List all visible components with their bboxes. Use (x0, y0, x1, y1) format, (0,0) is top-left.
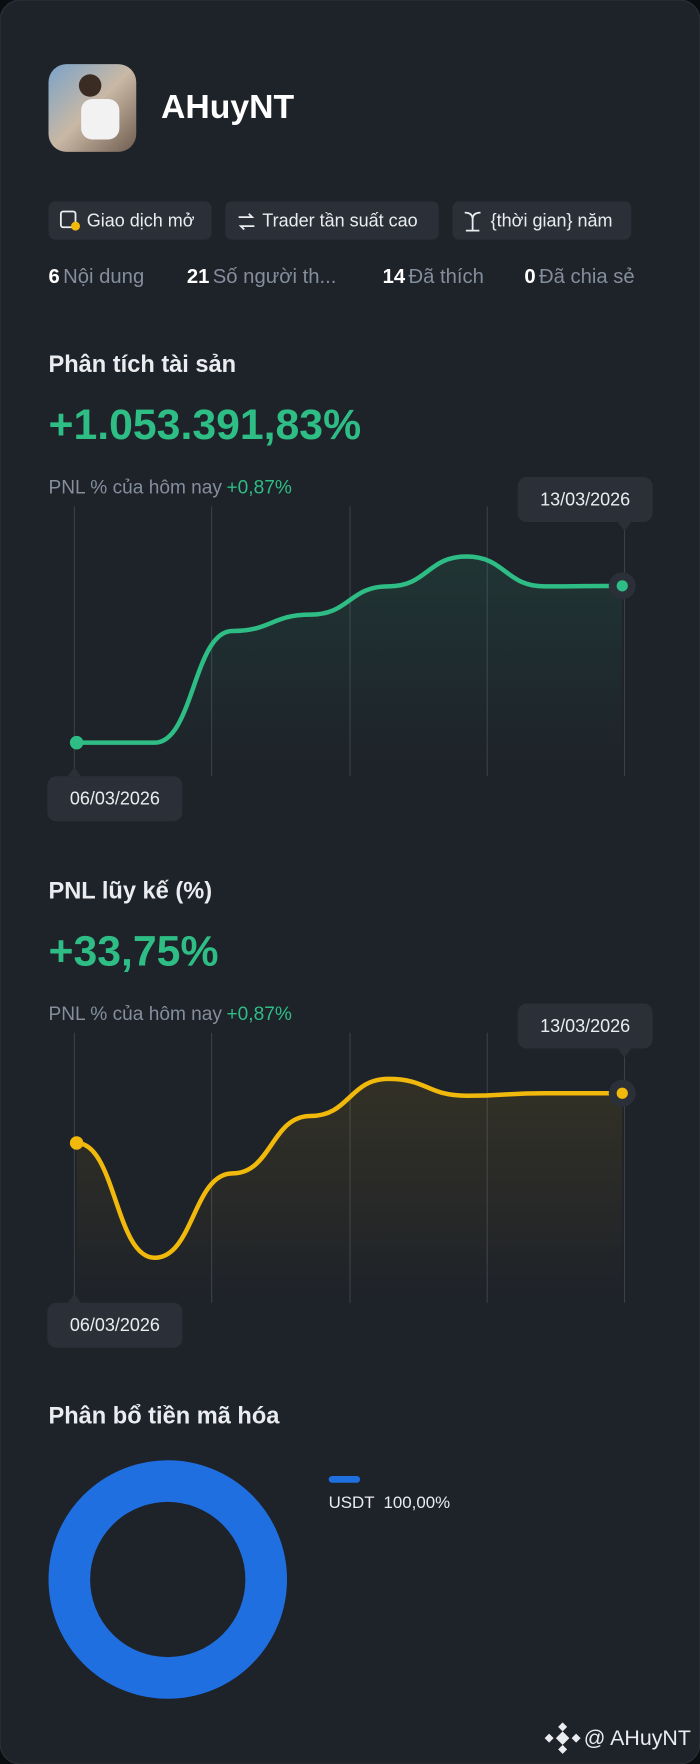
tag (48, 201, 212, 240)
stat-value: 6 (49, 266, 60, 288)
tag-label: Trader tần suất cao (262, 210, 417, 230)
stat-value: 14 (383, 266, 406, 288)
tag-label: {thời gian} năm (491, 210, 613, 230)
avatar-detail (78, 74, 102, 97)
stat-label: Đã thích (409, 266, 484, 288)
tag-label: Giao dịch mở (87, 210, 195, 230)
legend-label: USDT (329, 1494, 375, 1513)
tag-icon (464, 211, 481, 232)
line (74, 1076, 625, 1261)
subtitle: PNL % của hôm nay +0,87% (49, 477, 292, 498)
tooltip-pointer (617, 1048, 632, 1058)
stat: 21 Số người th... (187, 266, 337, 288)
subtitle-label: PNL % của hôm nay (49, 1004, 223, 1025)
footer: @ AHuyNT (584, 1726, 691, 1750)
tooltip-bg (517, 1003, 653, 1049)
section-title: Phân bổ tiền mã hóa (49, 1404, 281, 1430)
start-point (69, 1136, 84, 1150)
line (74, 554, 625, 745)
tag (225, 201, 439, 240)
subtitle-value: +0,87% (227, 1004, 292, 1025)
stat-value: 0 (524, 266, 535, 288)
stat: 14 Đã thích (383, 266, 484, 288)
start-point (69, 735, 84, 750)
charts: Phân tích tài sản +1.053.391,83% PNL % của… (47, 352, 653, 1699)
username: AHuyNT (161, 88, 295, 126)
tooltip-date: 06/03/2026 (70, 789, 160, 809)
tooltip-pointer (617, 522, 632, 531)
tooltip-pointer (67, 1293, 82, 1303)
section-title: PNL lũy kế (%) (49, 878, 213, 904)
subtitle-value: +0,87% (227, 477, 292, 498)
section-title: Phân tích tài sản (49, 352, 237, 378)
legend-entry: USDT 100,00% (329, 1494, 450, 1513)
subtitle-label: PNL % của hôm nay (49, 477, 223, 498)
stats: 6 Nội dung 21 Số người th... 14 Đã thích 0 Đã c… (49, 266, 635, 288)
tooltip-date: 13/03/2026 (540, 489, 630, 509)
legend-value: 100,00% (384, 1494, 451, 1513)
tooltip-date: 13/03/2026 (540, 1016, 630, 1036)
logo (544, 1722, 581, 1754)
area-fill (76, 1078, 623, 1303)
stat: 6 Nội dung (49, 266, 145, 288)
end-point (616, 1087, 628, 1099)
headline: +1.053.391,83% (49, 401, 362, 449)
tooltip-bg (47, 776, 183, 822)
legend-swatch (328, 1476, 361, 1483)
stat-value: 21 (187, 266, 210, 288)
stat-label: Số người th... (213, 266, 337, 288)
tooltip-pointer (67, 767, 82, 777)
end-point (616, 580, 628, 592)
tag (452, 201, 632, 240)
tooltip-bg (517, 477, 653, 522)
stat-label: Đã chia sẻ (539, 266, 635, 288)
subtitle: PNL % của hôm nay +0,87% (49, 1004, 292, 1025)
tooltip-bg (47, 1302, 183, 1348)
donut-slice (48, 1460, 287, 1699)
stat-label: Nội dung (63, 266, 144, 288)
tag-icon (238, 213, 255, 231)
stat: 0 Đã chia sẻ (524, 266, 634, 288)
tag-icon (71, 221, 80, 231)
headline: +33,75% (49, 927, 219, 975)
tag-icon (59, 210, 77, 229)
avatar-detail (81, 99, 120, 140)
tooltip-date: 06/03/2026 (70, 1315, 160, 1335)
area-fill (76, 556, 623, 777)
